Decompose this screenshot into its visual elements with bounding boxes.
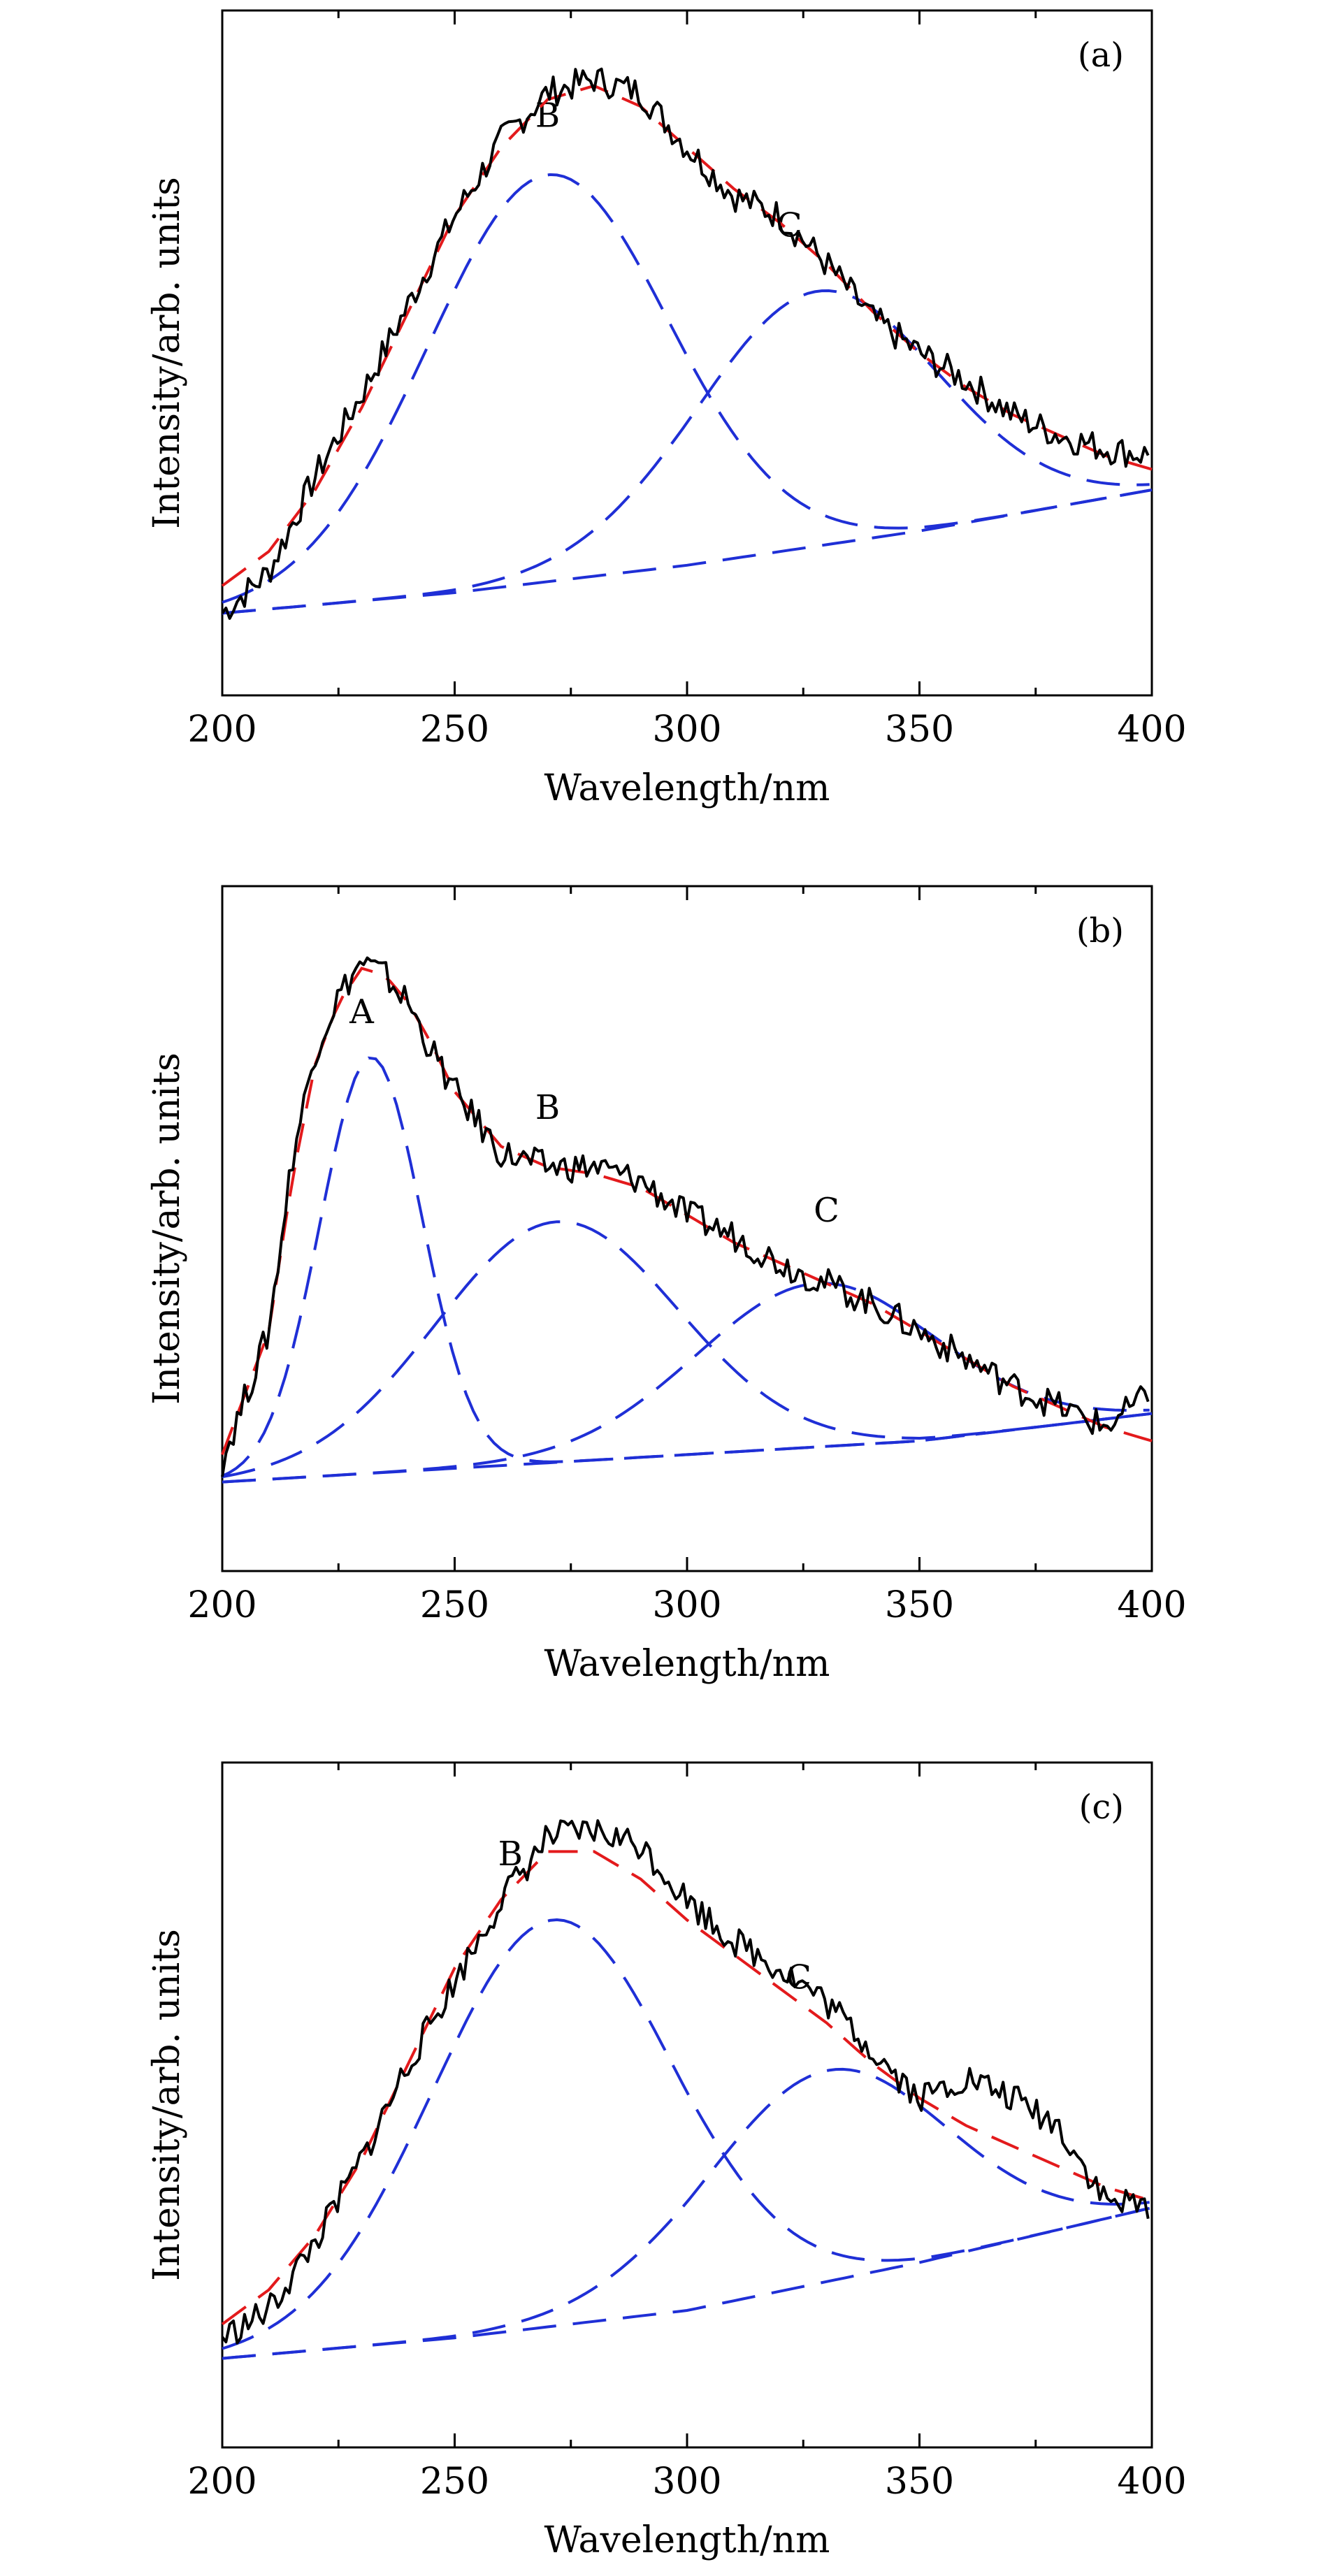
component-curve-C: [222, 2067, 1150, 2360]
panel-label: (a): [1078, 36, 1124, 75]
peak-label-B: B: [535, 1088, 560, 1127]
component-curve-B: [222, 1918, 1150, 2350]
peak-label-A: A: [349, 992, 375, 1032]
component-curve-B: [222, 173, 1150, 604]
component-curve-C: [222, 1282, 1150, 1484]
x-tick-label: 250: [420, 709, 489, 751]
baseline-curve: [222, 1412, 1153, 1484]
plot-frame: [221, 9, 1153, 697]
component-curve-C: [222, 289, 1150, 615]
y-axis-label: Intensity/arb. units: [146, 1052, 188, 1405]
fit-curve: [221, 967, 1153, 1456]
chart-panel-2: 200 250 300 350 400 Wavelength/nm Intensity/ar…: [146, 885, 1187, 1685]
x-tick-label: 400: [1117, 1584, 1186, 1626]
x-tick-label: 350: [885, 2461, 954, 2503]
x-axis-label: Wavelength/nm: [544, 1643, 830, 1685]
baseline-curve: [222, 2206, 1153, 2360]
x-tick-label: 400: [1117, 2461, 1186, 2503]
x-tick-label: 250: [420, 2461, 489, 2503]
x-tick-label: 200: [187, 2461, 257, 2503]
panel-label: (b): [1076, 911, 1124, 950]
x-tick-label: 200: [187, 1584, 257, 1626]
measured-spectrum: [221, 67, 1150, 620]
peak-label-B: B: [498, 1835, 523, 1874]
chart-panel-1: 200 250 300 350 400 Wavelength/nm Intensity/ar…: [146, 9, 1187, 809]
chart-panel-3: 200 250 300 350 400 Wavelength/nm Intensity/ar…: [146, 1761, 1187, 2561]
plot-frame: [221, 885, 1153, 1572]
x-tick-label: 300: [652, 709, 721, 751]
measured-spectrum: [221, 956, 1150, 1477]
fit-curve: [221, 84, 1153, 587]
panel-label: (c): [1079, 1788, 1124, 1827]
fit-curve: [221, 1850, 1153, 2326]
x-tick-label: 400: [1117, 709, 1186, 751]
measured-spectrum: [221, 1819, 1150, 2345]
x-tick-label: 350: [885, 709, 954, 751]
baseline-curve: [222, 489, 1153, 615]
x-tick-label: 200: [187, 709, 257, 751]
x-tick-label: 250: [420, 1584, 489, 1626]
component-curve-A: [222, 1056, 1150, 1477]
x-tick-label: 300: [652, 2461, 721, 2503]
x-axis-label: Wavelength/nm: [544, 2519, 830, 2561]
x-tick-label: 300: [652, 1584, 721, 1626]
x-axis-label: Wavelength/nm: [544, 767, 830, 809]
component-curve-B: [222, 1220, 1150, 1479]
y-axis-label: Intensity/arb. units: [146, 177, 188, 529]
x-tick-label: 350: [885, 1584, 954, 1626]
y-axis-label: Intensity/arb. units: [146, 1929, 188, 2281]
peak-label-C: C: [814, 1191, 839, 1230]
